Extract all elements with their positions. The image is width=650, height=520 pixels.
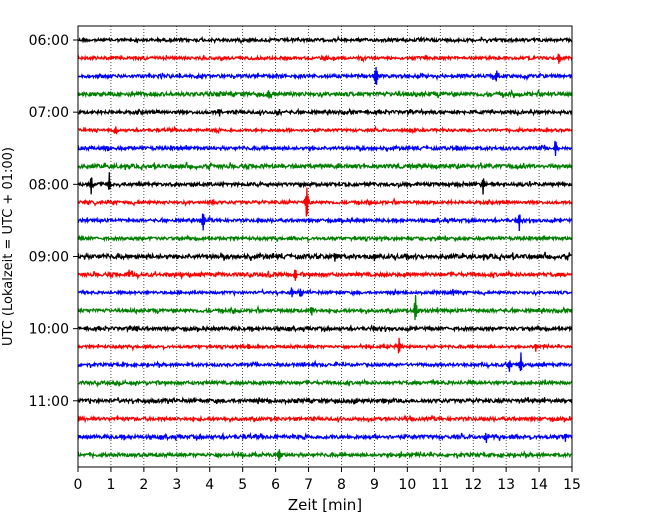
y-tick-label: 09:00 [29, 249, 69, 265]
x-tick-label: 9 [370, 477, 379, 493]
x-tick-label: 7 [304, 477, 313, 493]
x-tick-label: 13 [497, 477, 515, 493]
trace-line [77, 414, 573, 424]
trace-line [77, 187, 573, 217]
y-tick-label: 10:00 [29, 322, 69, 338]
trace-line [77, 140, 573, 157]
trace-line [77, 107, 573, 117]
x-tick-label: 0 [74, 477, 83, 493]
trace-line [77, 213, 573, 232]
x-tick-label: 1 [106, 477, 115, 493]
x-tick-label: 5 [238, 477, 247, 493]
y-tick-label: 08:00 [29, 177, 69, 193]
trace-line [77, 431, 573, 443]
trace-line [77, 53, 573, 64]
x-tick-label: 6 [271, 477, 280, 493]
trace-line [77, 269, 573, 281]
trace-group [77, 35, 573, 461]
trace-line [77, 125, 573, 135]
trace-line [77, 67, 573, 85]
trace-line [77, 234, 573, 244]
trace-line [77, 295, 573, 321]
trace-line [77, 323, 573, 334]
x-tick-label: 10 [398, 477, 416, 493]
y-axis-label: UTC (Lokalzeit = UTC + 01:00) [1, 147, 16, 346]
trace-line [77, 172, 573, 195]
y-axis: 06:00 07:00 08:00 09:00 10:00 11:00 [29, 33, 78, 410]
x-tick-label: 8 [337, 477, 346, 493]
trace-line [77, 88, 573, 99]
trace-line [77, 35, 573, 45]
y-tick-label: 07:00 [29, 105, 69, 121]
x-axis: 0 1 2 3 4 5 6 7 8 9 10 11 12 13 14 15 [74, 467, 581, 493]
trace-line [77, 352, 573, 372]
x-tick-label: 15 [563, 477, 581, 493]
trace-line [77, 378, 573, 388]
trace-line [77, 287, 573, 298]
x-tick-label: 2 [139, 477, 148, 493]
trace-line [77, 251, 573, 262]
x-axis-label: Zeit [min] [288, 496, 362, 514]
trace-line [77, 337, 573, 354]
x-tick-label: 14 [530, 477, 548, 493]
x-tick-label: 11 [431, 477, 449, 493]
x-tick-label: 4 [205, 477, 214, 493]
x-tick-label: 12 [464, 477, 482, 493]
x-tick-label: 3 [172, 477, 181, 493]
plot-frame [77, 25, 573, 468]
y-tick-label: 11:00 [29, 394, 69, 410]
y-tick-label: 06:00 [29, 33, 69, 49]
trace-line [77, 161, 573, 171]
trace-line [77, 449, 573, 461]
trace-line [77, 396, 573, 406]
